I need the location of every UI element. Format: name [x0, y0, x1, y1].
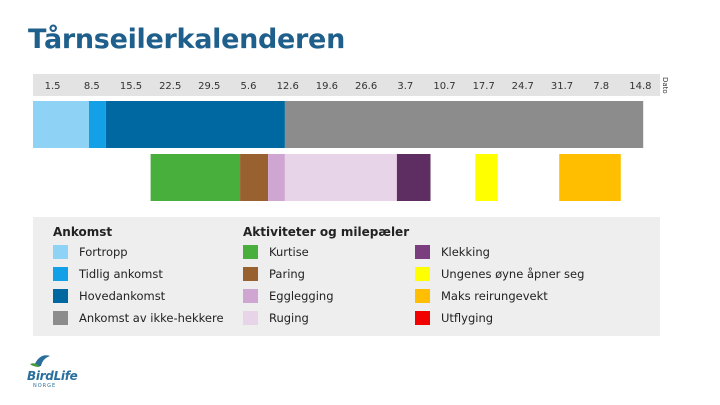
- tick-label: 19.6: [316, 81, 338, 92]
- activity-bar-ruging: [284, 154, 397, 201]
- tick-label: 22.5: [159, 81, 181, 92]
- activity-bar-kurtise: [150, 154, 241, 201]
- legend-item-tidlig-ankomst: Tidlig ankomst: [33, 263, 233, 285]
- tick-label: 14.8: [629, 81, 651, 92]
- tick-label: 24.7: [512, 81, 534, 92]
- legend-swatch: [53, 289, 68, 303]
- tick-label: 26.6: [355, 81, 377, 92]
- tick-label: 17.7: [473, 81, 495, 92]
- activity-bar-egglegging: [268, 154, 285, 201]
- legend-heading: [395, 223, 635, 241]
- tick-label: 10.7: [433, 81, 455, 92]
- arrival-bar-hovedankomst: [105, 101, 285, 148]
- legend-item-hovedankomst: Hovedankomst: [33, 285, 233, 307]
- activity-bar-maks-reirungevekt: [559, 154, 621, 201]
- legend-swatch: [243, 245, 258, 259]
- tick-label: 15.5: [120, 81, 142, 92]
- page-title: Tårnseilerkalenderen: [28, 24, 345, 55]
- legend-item-ruging: Ruging: [223, 307, 423, 329]
- tick-label: 29.5: [198, 81, 220, 92]
- legend-swatch: [53, 245, 68, 259]
- arrival-bar-ankomst-av-ikke-hekkere: [284, 101, 644, 148]
- tick-label: 5.6: [241, 81, 257, 92]
- tick-label: 8.5: [84, 81, 100, 92]
- legend-group-activities: Aktiviteter og milepæler Kurtise Paring …: [223, 223, 423, 329]
- activity-bar-ungenes-øyne-åpner-seg: [475, 154, 498, 201]
- bird-logo-icon: [30, 355, 50, 367]
- arrival-bar-tidlig-ankomst: [89, 101, 106, 148]
- legend-swatch: [415, 267, 430, 281]
- legend-swatch: [243, 289, 258, 303]
- legend-heading: Aktiviteter og milepæler: [243, 225, 410, 239]
- legend-swatch: [415, 311, 430, 325]
- legend-swatch: [53, 267, 68, 281]
- legend-item-maks-reirungevekt: Maks reirungevekt: [395, 285, 635, 307]
- legend-item-fortropp: Fortropp: [33, 241, 233, 263]
- tick-label: 3.7: [397, 81, 413, 92]
- arrival-bar-fortropp: [33, 101, 89, 148]
- axis-label: Dato: [661, 77, 669, 94]
- legend-item-kurtise: Kurtise: [223, 241, 423, 263]
- legend-item-oyne-apner: Ungenes øyne åpner seg: [395, 263, 635, 285]
- legend-swatch: [243, 311, 258, 325]
- legend-item-klekking: Klekking: [395, 241, 635, 263]
- legend-swatch: [243, 267, 258, 281]
- legend-item-utflyging: Utflyging: [395, 307, 635, 329]
- tick-label: 12.6: [277, 81, 299, 92]
- logo-subtext: NORGE: [33, 383, 57, 389]
- tick-label: 1.5: [45, 81, 61, 92]
- legend-group-arrival: Ankomst Fortropp Tidlig ankomst Hovedank…: [33, 223, 233, 329]
- timeline-chart: 1.5 8.5 15.5 22.5 29.5 5.6 12.6 19.6 26.6 3.7 10.7…: [33, 74, 669, 201]
- legend-group-milestones: Klekking Ungenes øyne åpner seg Maks rei…: [395, 223, 635, 329]
- legend-item-ikke-hekkere: Ankomst av ikke-hekkere: [33, 307, 233, 329]
- legend: Ankomst Fortropp Tidlig ankomst Hovedank…: [33, 217, 660, 336]
- legend-heading: Ankomst: [53, 225, 113, 239]
- legend-item-paring: Paring: [223, 263, 423, 285]
- tick-band: [33, 74, 660, 96]
- legend-swatch: [415, 289, 430, 303]
- logo-text: BirdLife: [27, 369, 78, 383]
- activity-bar-klekking: [396, 154, 431, 201]
- tick-label: 7.8: [593, 81, 609, 92]
- legend-item-egglegging: Egglegging: [223, 285, 423, 307]
- tick-label: 31.7: [551, 81, 573, 92]
- legend-swatch: [415, 245, 430, 259]
- activity-bar-paring: [240, 154, 269, 201]
- legend-swatch: [53, 311, 68, 325]
